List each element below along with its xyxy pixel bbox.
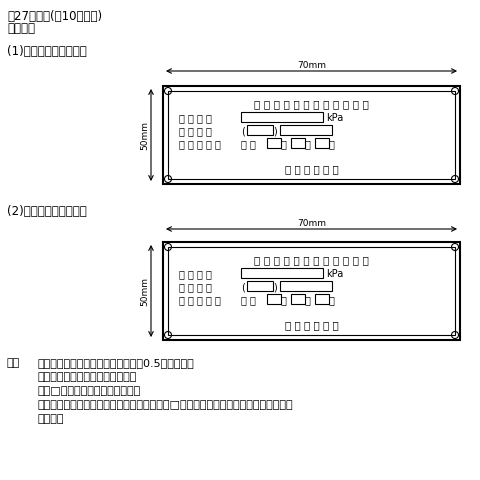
Bar (314, 139, 328, 149)
Text: １　材質は、真ちゅうとし、厚さは0.5㎜とする。: １ 材質は、真ちゅうとし、厚さは0.5㎜とする。 (38, 357, 194, 367)
Text: 検 査 番 号: 検 査 番 号 (179, 126, 211, 136)
Text: 平 成: 平 成 (240, 139, 255, 149)
Text: 70mm: 70mm (296, 61, 325, 70)
Text: (2)　指定可燃物タンク: (2) 指定可燃物タンク (7, 204, 86, 217)
Text: 月: 月 (304, 139, 310, 149)
Text: 検 査 年 月 日: 検 査 年 月 日 (179, 139, 220, 149)
Text: kPa: kPa (325, 113, 343, 123)
Text: する。: する。 (38, 413, 64, 423)
Text: (1)　少量危険物タンク: (1) 少量危険物タンク (7, 45, 86, 58)
Text: 平 成: 平 成 (240, 294, 255, 304)
Text: 日: 日 (328, 294, 334, 304)
Bar (266, 139, 280, 149)
Text: kPa: kPa (325, 268, 343, 278)
Text: 50mm: 50mm (140, 277, 149, 306)
Bar (168, 92, 454, 180)
Text: 備考: 備考 (7, 357, 20, 367)
Text: ２　（　）内は、所属名とする。: ２ （ ）内は、所属名とする。 (38, 371, 137, 381)
Bar (240, 113, 323, 123)
Text: 大 阪 市 消 防 局: 大 阪 市 消 防 局 (284, 319, 337, 329)
Text: 日: 日 (328, 139, 334, 149)
Text: 少 量 危 険 物 タ ン ク 検 査 済 証: 少 量 危 険 物 タ ン ク 検 査 済 証 (253, 99, 368, 109)
Text: 検 査 年 月 日: 検 査 年 月 日 (179, 294, 220, 304)
Text: (: ( (240, 126, 244, 136)
Bar (240, 268, 323, 278)
Bar (279, 281, 331, 291)
Bar (163, 242, 459, 340)
Text: ): ) (273, 126, 276, 136)
Text: 月: 月 (304, 294, 310, 304)
Text: 70mm: 70mm (296, 218, 325, 228)
Text: 検 査 圧 力: 検 査 圧 力 (179, 268, 211, 278)
Text: ４　エッチング加工とし、縁取り、文字及び□内は、地色、その他の部分は、黒色と: ４ エッチング加工とし、縁取り、文字及び□内は、地色、その他の部分は、黒色と (38, 399, 293, 409)
Text: 50mm: 50mm (140, 121, 149, 150)
Bar (290, 139, 304, 149)
Text: 年: 年 (280, 294, 286, 304)
Bar (314, 294, 328, 304)
Text: ): ) (273, 281, 276, 291)
Bar (163, 87, 459, 185)
Text: 第27号様式(第10条関係): 第27号様式(第10条関係) (7, 10, 102, 23)
Text: ３　□内の文字は、刻印とする。: ３ □内の文字は、刻印とする。 (38, 385, 141, 395)
Text: 検 査 圧 力: 検 査 圧 力 (179, 113, 211, 123)
Text: 年: 年 (280, 139, 286, 149)
Bar (247, 281, 273, 291)
Text: 大 阪 市 消 防 局: 大 阪 市 消 防 局 (284, 164, 337, 174)
Text: 検査済証: 検査済証 (7, 22, 35, 35)
Text: (: ( (240, 281, 244, 291)
Bar (279, 126, 331, 136)
Bar (290, 294, 304, 304)
Bar (168, 248, 454, 336)
Bar (247, 126, 273, 136)
Text: 検 査 番 号: 検 査 番 号 (179, 281, 211, 291)
Text: 指 定 可 燃 物 タ ン ク 検 査 済 証: 指 定 可 燃 物 タ ン ク 検 査 済 証 (253, 254, 368, 264)
Bar (266, 294, 280, 304)
